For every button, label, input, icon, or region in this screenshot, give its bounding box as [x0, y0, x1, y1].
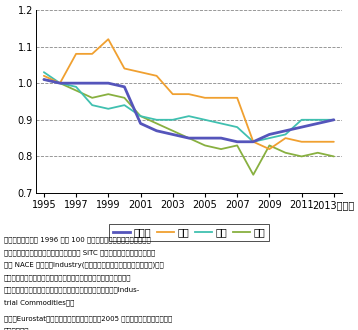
Text: 数は NACE 分類の「Industry(建設、下水・ゴミ処理・医療を除く)」。: 数は NACE 分類の「Industry(建設、下水・ゴミ処理・医療を除く)」。	[4, 262, 163, 268]
Text: 備考１：各指数を 1996 年＝ 100 として、その倍率をとったもの。: 備考１：各指数を 1996 年＝ 100 として、その倍率をとったもの。	[4, 236, 150, 243]
Text: trial Commodities」。: trial Commodities」。	[4, 299, 74, 306]
Text: 備考２：ドイツと英国の輸出物価指数は SITC 分類の全製品、生産者物価指: 備考２：ドイツと英国の輸出物価指数は SITC 分類の全製品、生産者物価指	[4, 249, 155, 256]
Text: 局から作成。: 局から作成。	[4, 328, 29, 330]
Legend: ドイツ, 英国, 日本, 米国: ドイツ, 英国, 日本, 米国	[109, 223, 269, 241]
Text: 日本の輸出物価指数は総平均（契約通貨ベース）、企業物価指数は: 日本の輸出物価指数は総平均（契約通貨ベース）、企業物価指数は	[4, 274, 131, 281]
Text: 総平均。米国の輸出物価指数は全品目、生産者物価指数は「Indus-: 総平均。米国の輸出物価指数は全品目、生産者物価指数は「Indus-	[4, 287, 140, 293]
Text: 資料：Eurostat、日本銀行「企業物価指数（2005 年基準）」、米国労傀統計: 資料：Eurostat、日本銀行「企業物価指数（2005 年基準）」、米国労傀統…	[4, 315, 172, 322]
